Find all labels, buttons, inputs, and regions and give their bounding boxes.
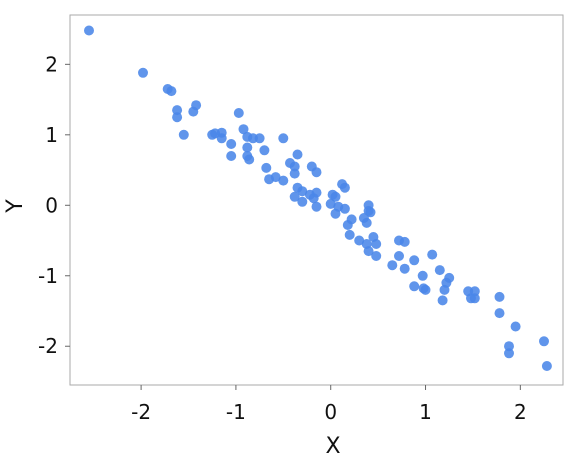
data-point: [166, 86, 176, 96]
data-point: [340, 183, 350, 193]
y-tick-label: -1: [38, 264, 58, 288]
data-point: [226, 151, 236, 161]
data-point: [347, 214, 357, 224]
x-axis: -2 -1 0 1 2: [131, 385, 527, 424]
data-point: [84, 26, 94, 36]
data-point: [331, 209, 341, 219]
data-point: [226, 139, 236, 149]
data-point: [278, 133, 288, 143]
y-tick-label: 0: [45, 193, 58, 217]
data-point: [331, 192, 341, 202]
data-point: [244, 155, 254, 165]
y-tick-label: -2: [38, 334, 58, 358]
data-point: [312, 188, 322, 198]
data-point: [400, 264, 410, 274]
data-point: [261, 163, 271, 173]
data-point: [191, 100, 201, 110]
data-point: [371, 251, 381, 261]
data-point: [409, 255, 419, 265]
x-tick-label: -1: [226, 400, 246, 424]
data-point: [418, 271, 428, 281]
x-tick-label: 2: [514, 400, 527, 424]
data-point: [290, 169, 300, 179]
data-point: [362, 218, 372, 228]
data-point: [172, 112, 182, 122]
data-point: [444, 273, 454, 283]
y-tick-label: 1: [45, 123, 58, 147]
x-axis-label: X: [325, 434, 340, 459]
data-point: [495, 292, 505, 302]
x-tick-label: 0: [324, 400, 337, 424]
data-point: [234, 108, 244, 118]
data-point: [297, 197, 307, 207]
data-point: [504, 348, 514, 358]
data-point: [312, 202, 322, 212]
data-point: [387, 260, 397, 270]
data-point: [293, 150, 303, 160]
data-point: [138, 68, 148, 78]
data-point: [539, 336, 549, 346]
data-point: [217, 133, 227, 143]
data-point: [435, 265, 445, 275]
x-tick-label: -2: [131, 400, 151, 424]
y-axis-label: Y: [3, 199, 28, 214]
data-point: [340, 204, 350, 214]
data-point: [255, 133, 265, 143]
y-tick-label: 2: [45, 52, 58, 76]
data-point: [312, 167, 322, 177]
data-point: [394, 251, 404, 261]
data-point: [278, 176, 288, 186]
data-point: [259, 145, 269, 155]
data-point: [438, 295, 448, 305]
data-point: [427, 250, 437, 260]
data-point: [400, 237, 410, 247]
data-point: [345, 230, 355, 240]
data-point: [371, 239, 381, 249]
data-point: [421, 285, 431, 295]
data-point: [366, 207, 376, 217]
data-point: [470, 293, 480, 303]
data-point: [542, 361, 552, 371]
data-point: [179, 130, 189, 140]
y-axis: -2 -1 0 1 2: [38, 52, 70, 358]
data-point: [511, 322, 521, 332]
data-point: [495, 308, 505, 318]
x-tick-label: 1: [419, 400, 432, 424]
data-point: [409, 281, 419, 291]
